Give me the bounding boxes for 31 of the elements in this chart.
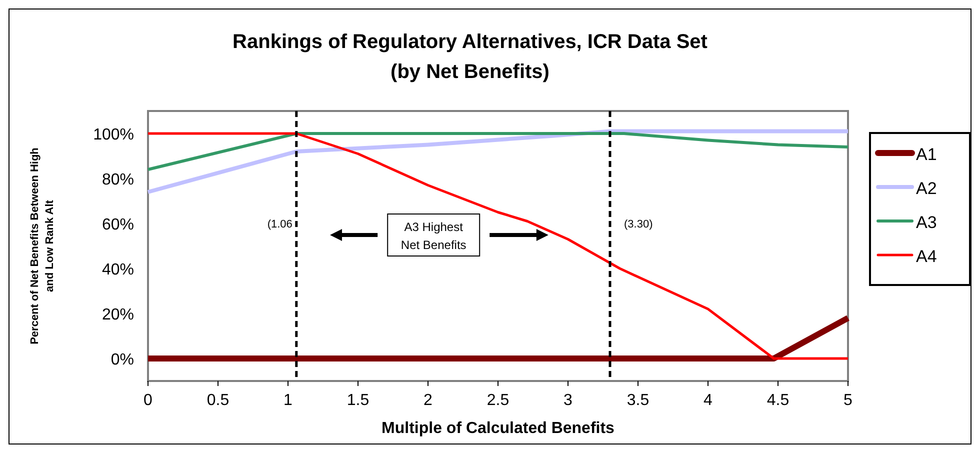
x-tick-label: 0.5 [206, 392, 230, 409]
annotation: A3 Highest Net Benefits [400, 220, 466, 252]
x-tick-label: 3.5 [626, 392, 650, 409]
x-tick-label: 1 [284, 392, 293, 409]
legend-label: A2 [916, 179, 937, 198]
line-series [146, 132, 850, 171]
chart-subtitle: (by Net Benefits) [390, 61, 550, 83]
ref-line-label: (3.30) [624, 218, 653, 230]
x-tick-label: 5 [844, 392, 853, 409]
y-tick-label: 80% [102, 172, 134, 188]
ref-line-label: (1.06 [267, 218, 292, 230]
y-tick-label: 100% [93, 126, 134, 144]
y-tick-label: 20% [102, 306, 134, 324]
x-tick-label: 4 [704, 392, 713, 409]
chart-title: Rankings of Regulatory Alternatives, ICR Data Set [232, 31, 708, 53]
y-tick-label: 40% [102, 262, 134, 278]
y-tick-label: 0% [110, 352, 134, 368]
x-tick-label: 3 [564, 392, 573, 409]
line-series [146, 132, 850, 360]
x-tick-label: 2 [424, 392, 433, 409]
x-axis-title: Multiple of Calculated Benefits [382, 420, 615, 437]
legend-label: A4 [916, 247, 937, 266]
y-axis-title: Percent of Net Benefits Between High and Low Rank Alt [29, 147, 56, 344]
x-tick-label: 0 [144, 392, 153, 409]
x-tick-label: 1.5 [346, 392, 370, 409]
x-tick-label: 2.5 [486, 392, 510, 409]
line-series [146, 129, 850, 194]
x-tick-label: 4.5 [766, 392, 790, 409]
legend-label: A3 [916, 213, 937, 232]
y-tick-label: 60% [102, 216, 134, 234]
legend-label: A1 [916, 145, 937, 164]
